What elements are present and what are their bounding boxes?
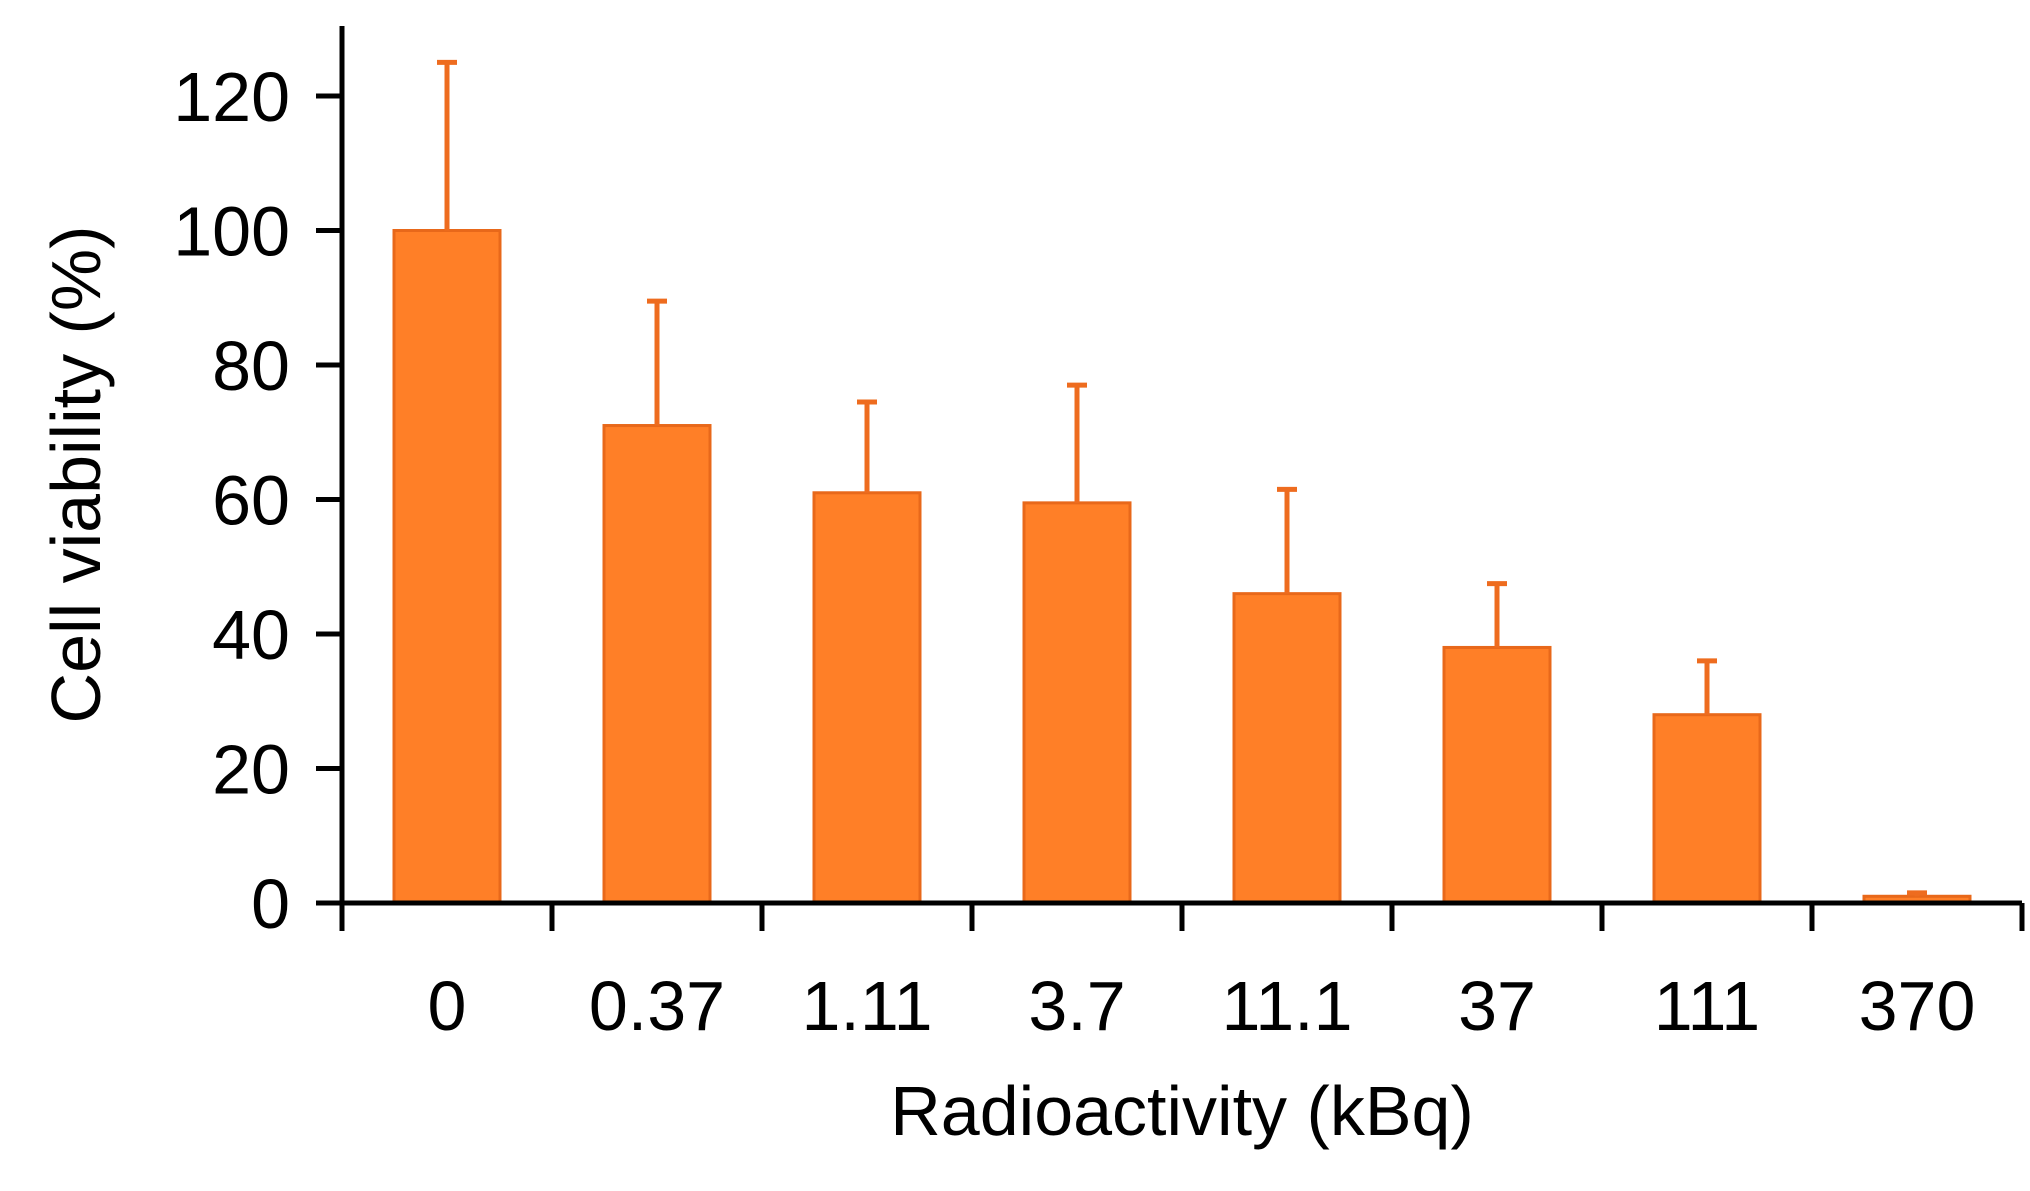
error-bars-layer <box>437 59 1927 897</box>
bar-1 <box>602 424 712 905</box>
bar-2 <box>812 491 922 905</box>
x-tick-label-0: 0 <box>428 967 467 1045</box>
bar-6 <box>1652 713 1762 905</box>
bar-0 <box>392 229 502 905</box>
x-tick-label-4: 11.1 <box>1221 967 1352 1045</box>
y-axis-title: Cell viability (%) <box>37 226 115 724</box>
y-tick-label-1: 20 <box>212 731 290 809</box>
x-tick-label-1: 0.37 <box>589 967 725 1045</box>
y-tick-label-2: 40 <box>212 596 290 674</box>
bars-layer <box>392 229 1972 905</box>
y-tick-label-6: 120 <box>173 58 290 136</box>
x-tick-label-6: 111 <box>1654 967 1760 1045</box>
x-tick-label-3: 3.7 <box>1028 967 1125 1045</box>
x-tick-label-5: 37 <box>1458 967 1536 1045</box>
x-tick-label-2: 1.11 <box>801 967 932 1045</box>
y-tick-label-3: 60 <box>212 462 290 540</box>
x-tick-label-7: 370 <box>1859 967 1976 1045</box>
y-tick-label-5: 100 <box>173 193 290 271</box>
labels-layer: Radioactivity (kBq) Cell viability (%) 0… <box>37 58 1975 1150</box>
bar-3 <box>1022 501 1132 905</box>
bar-4 <box>1232 592 1342 905</box>
y-tick-label-0: 0 <box>251 865 290 943</box>
y-tick-label-4: 80 <box>212 327 290 405</box>
axes-layer <box>316 26 2025 931</box>
x-axis-title: Radioactivity (kBq) <box>890 1072 1474 1150</box>
bar-5 <box>1442 645 1552 905</box>
